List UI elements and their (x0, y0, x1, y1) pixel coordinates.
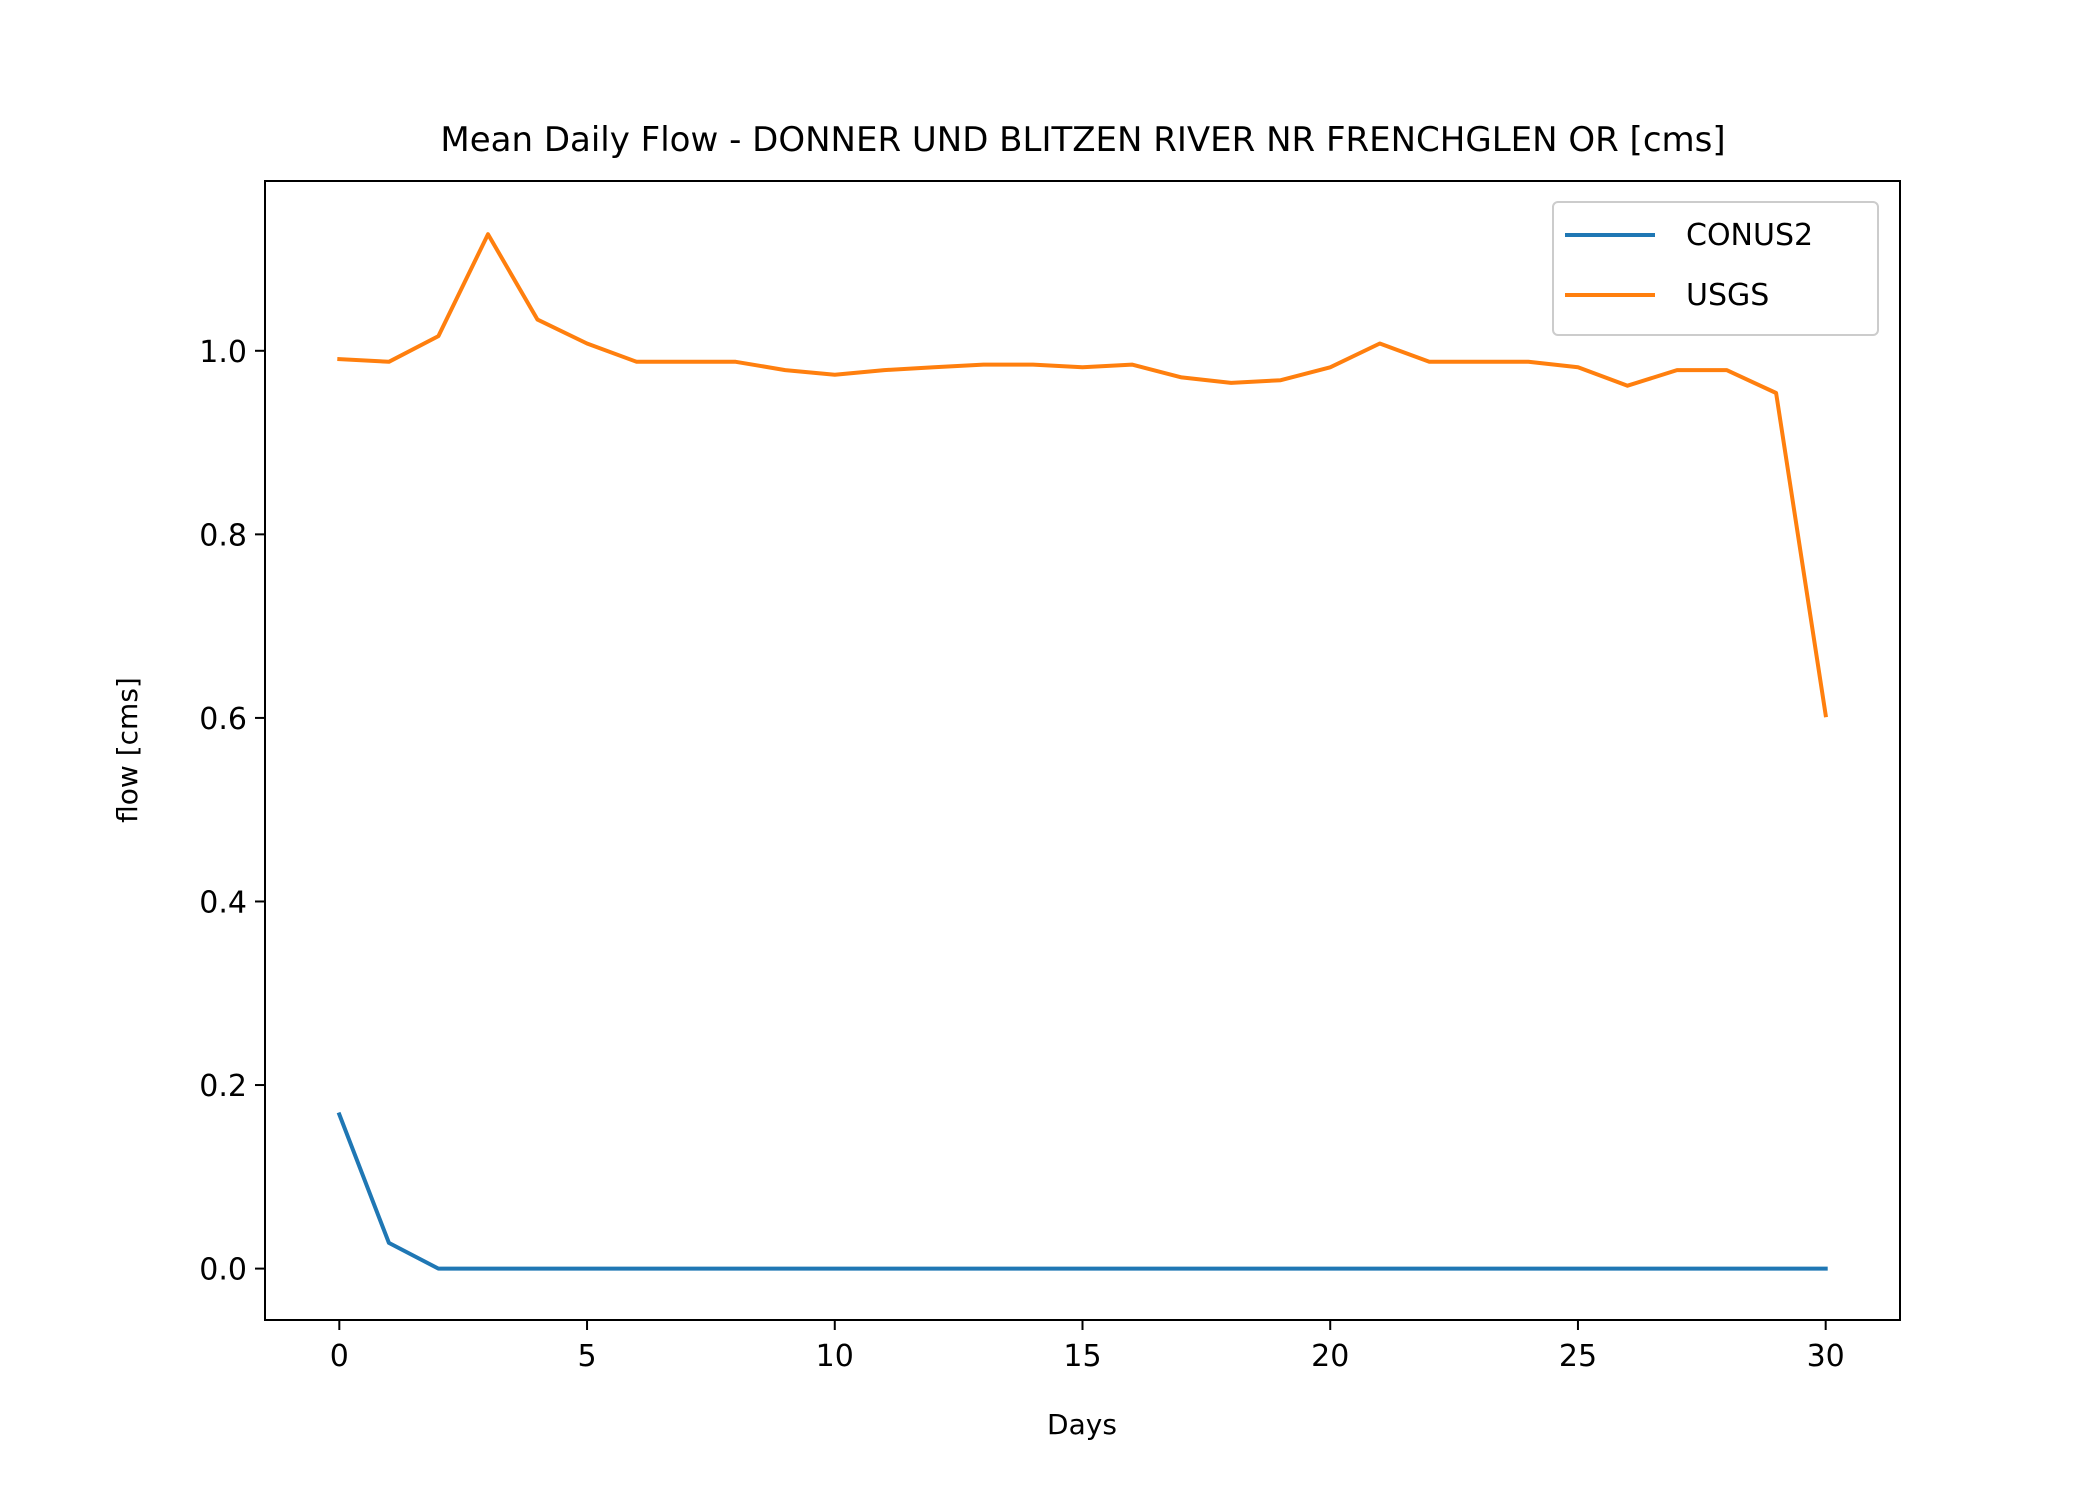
x-tick-label: 0 (330, 1339, 349, 1374)
x-tick-label: 20 (1311, 1339, 1349, 1374)
y-axis-label: flow [cms] (111, 677, 144, 823)
series-line-conus2 (336, 1111, 1828, 1271)
x-axis-label: Days (1047, 1408, 1117, 1441)
series-line-usgs (337, 232, 1828, 718)
x-tick-label: 15 (1063, 1339, 1101, 1374)
x-tick-label: 5 (577, 1339, 596, 1374)
y-tick-label: 0.0 (199, 1253, 247, 1288)
legend-label-usgs: USGS (1686, 278, 1769, 313)
y-tick-label: 0.6 (199, 702, 247, 737)
y-tick-label: 1.0 (199, 335, 247, 370)
series-layer (336, 232, 1828, 1271)
x-axis: 0 5 10 15 20 25 30 (330, 1320, 1845, 1374)
chart-title: Mean Daily Flow - DONNER UND BLITZEN RIV… (440, 120, 1725, 160)
legend-label-conus2: CONUS2 (1686, 218, 1813, 253)
legend: CONUS2 USGS (1552, 201, 1879, 336)
x-tick-label: 25 (1559, 1339, 1597, 1374)
y-tick-label: 0.4 (199, 885, 247, 920)
y-tick-label: 0.8 (199, 518, 247, 553)
x-tick-label: 10 (816, 1339, 854, 1374)
x-tick-label: 30 (1807, 1339, 1845, 1374)
y-axis: 0.0 0.2 0.4 0.6 0.8 1.0 (199, 335, 265, 1288)
y-tick-label: 0.2 (199, 1069, 247, 1104)
